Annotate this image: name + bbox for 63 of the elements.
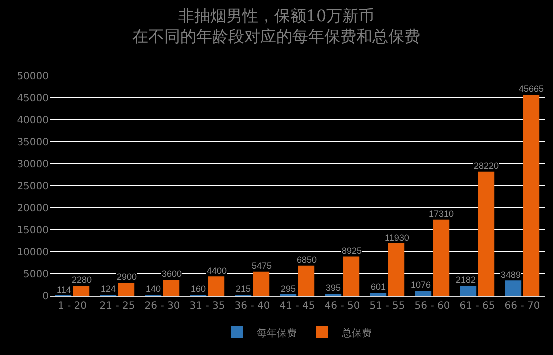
data-label: 215 — [236, 284, 252, 294]
x-tick-label: 21 - 25 — [100, 301, 136, 312]
bar — [433, 220, 450, 296]
bar — [73, 286, 90, 296]
data-label: 140 — [146, 284, 162, 294]
data-label: 295 — [281, 284, 296, 294]
data-label: 601 — [371, 282, 386, 292]
x-tick-label: 36 - 40 — [234, 301, 270, 312]
data-label: 28220 — [474, 161, 500, 171]
bar — [208, 276, 225, 296]
x-tick-label: 1 - 20 — [58, 301, 88, 312]
bar — [118, 283, 135, 296]
bar — [298, 266, 315, 296]
y-tick-label: 0 — [42, 292, 49, 302]
data-label: 2182 — [456, 275, 476, 285]
y-tick-label: 10000 — [17, 248, 49, 258]
y-tick-label: 25000 — [17, 182, 49, 192]
data-label: 3489 — [501, 270, 522, 280]
x-tick-label: 61 - 65 — [460, 301, 496, 312]
legend-label: 每年保费 — [257, 327, 297, 340]
data-label: 114 — [57, 285, 72, 295]
x-tick-label: 51 - 55 — [370, 301, 406, 312]
y-tick-label: 20000 — [17, 204, 49, 214]
bar — [163, 280, 180, 296]
y-tick-label: 40000 — [17, 116, 49, 126]
y-tick-label: 35000 — [17, 138, 49, 148]
x-tick-label: 66 - 70 — [504, 301, 540, 312]
y-tick-label: 5000 — [24, 270, 49, 280]
x-tick-label: 56 - 60 — [414, 301, 450, 312]
data-label: 4400 — [207, 266, 228, 276]
bar — [253, 272, 270, 296]
y-tick-label: 15000 — [17, 226, 49, 236]
data-label: 3600 — [162, 269, 182, 279]
y-tick-label: 30000 — [17, 160, 49, 170]
y-tick-label: 50000 — [17, 72, 49, 82]
bar — [505, 280, 522, 296]
data-label: 45665 — [519, 84, 544, 94]
data-label: 2900 — [117, 272, 138, 282]
data-label: 2280 — [72, 275, 92, 285]
bar — [370, 293, 387, 296]
data-label: 1076 — [411, 280, 432, 290]
data-label: 17310 — [429, 209, 454, 219]
bar — [523, 95, 540, 296]
data-label: 395 — [326, 283, 342, 293]
data-label: 124 — [101, 284, 116, 294]
data-label: 11930 — [385, 233, 410, 243]
bar — [415, 291, 432, 296]
x-tick-label: 26 - 30 — [144, 301, 180, 312]
data-label: 8925 — [342, 246, 362, 256]
data-label: 6850 — [297, 255, 318, 265]
bar — [343, 256, 360, 296]
chart-subtitle: 在不同的年龄段对应的每年保费和总保费 — [132, 27, 420, 46]
chart-title: 非抽烟男性，保额10万新币 — [178, 6, 375, 26]
data-label: 160 — [191, 284, 206, 294]
data-label: 5475 — [252, 261, 272, 271]
y-tick-label: 45000 — [17, 94, 49, 104]
x-tick-label: 41 - 45 — [280, 301, 316, 312]
bar — [460, 286, 477, 296]
legend-label: 总保费 — [341, 327, 372, 340]
x-tick-label: 31 - 35 — [190, 301, 226, 312]
bar — [478, 172, 495, 296]
x-tick-label: 46 - 50 — [324, 301, 360, 312]
bar — [388, 244, 405, 296]
